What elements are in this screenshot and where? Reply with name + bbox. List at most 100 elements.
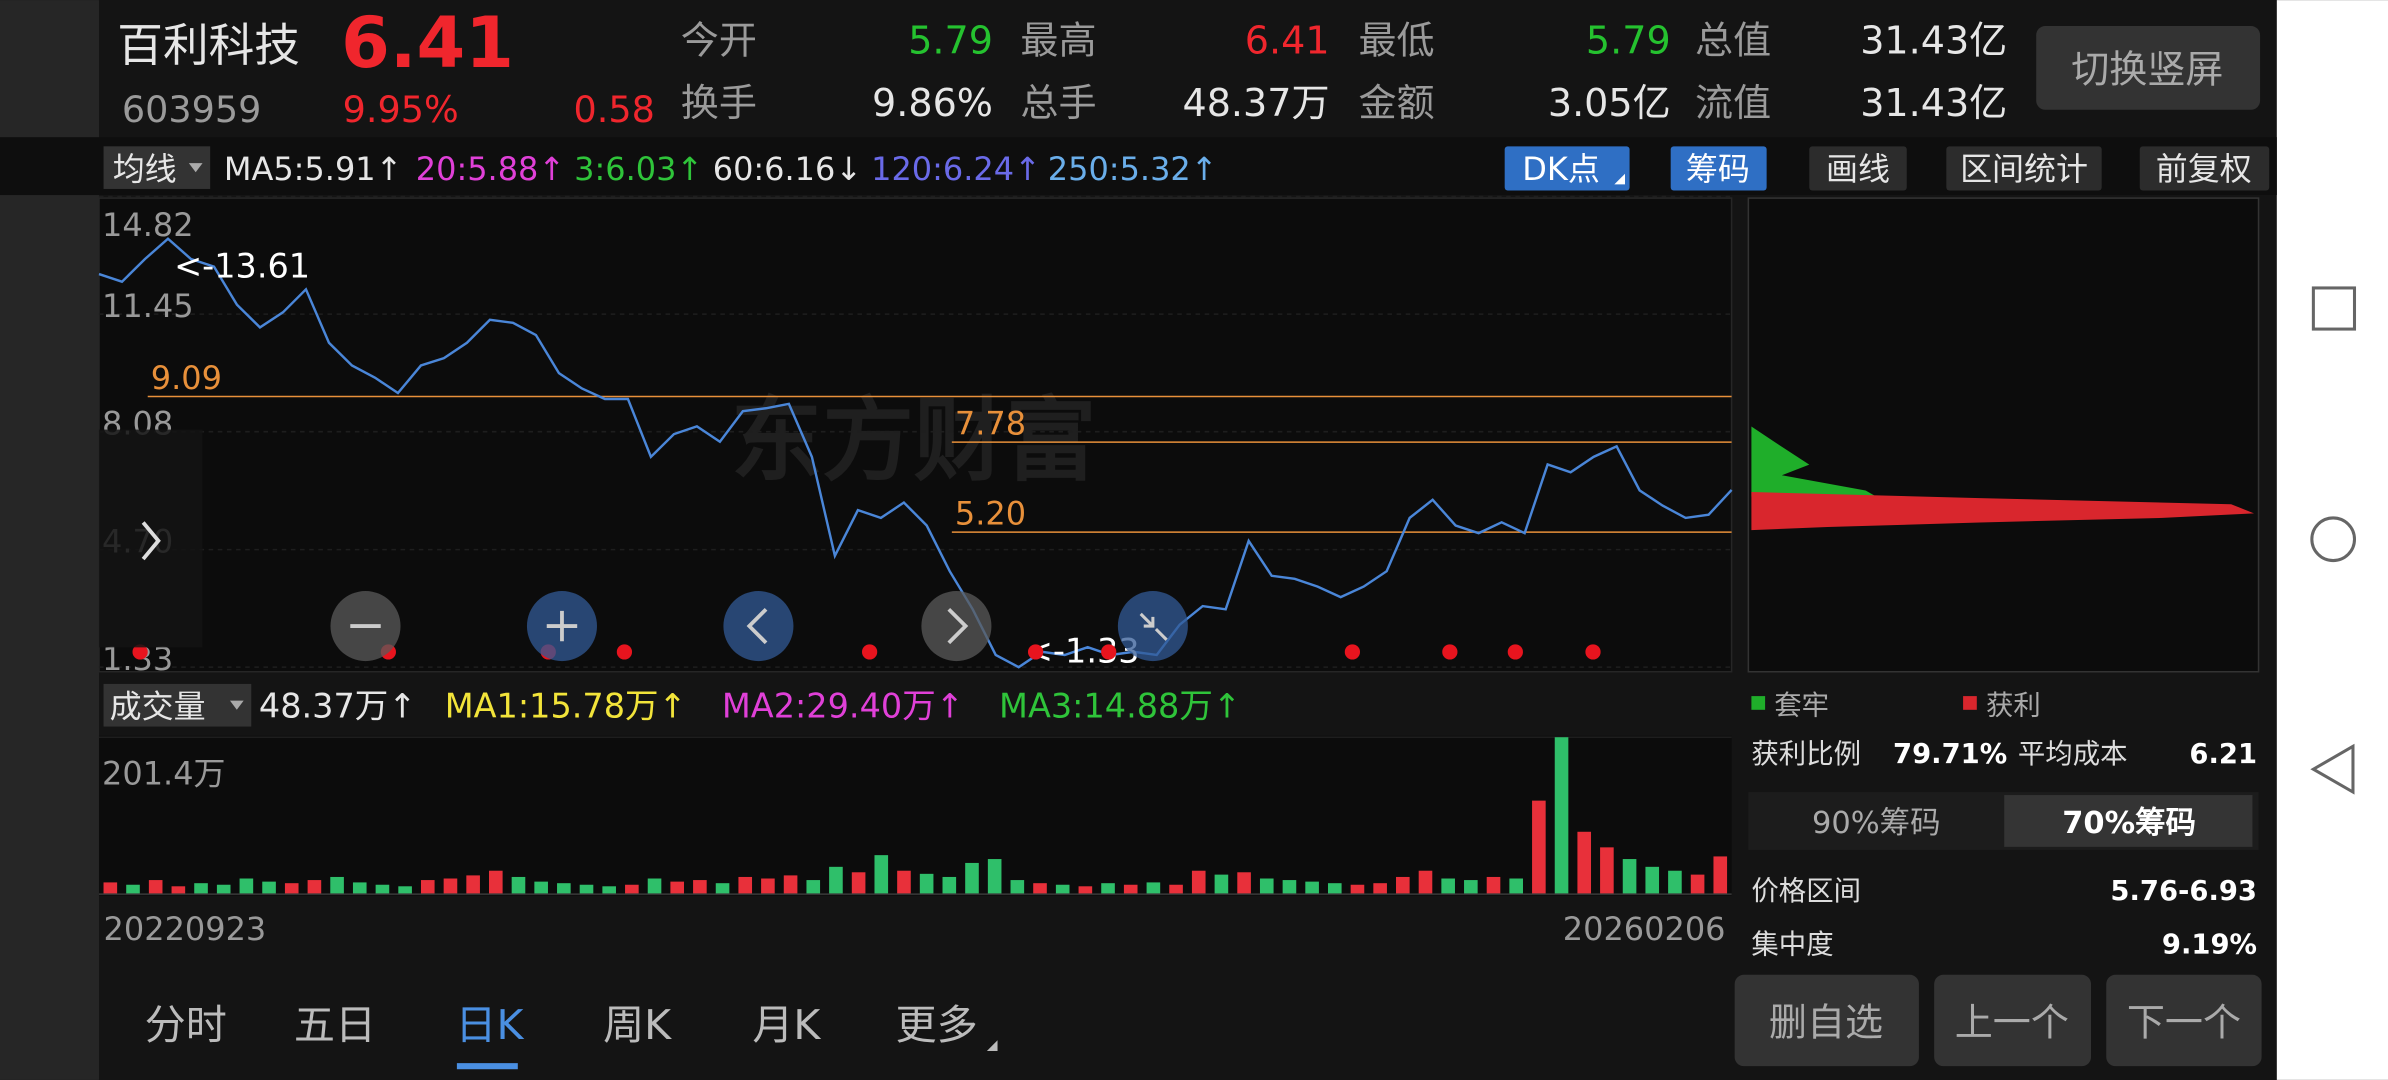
tool-button[interactable] — [1504, 146, 1630, 191]
volume-bar — [1101, 883, 1115, 895]
tool-button[interactable] — [1670, 146, 1767, 191]
side-toggle[interactable] — [98, 429, 203, 648]
period-tab[interactable]: 月K — [752, 1001, 821, 1049]
volume-bar — [126, 884, 140, 895]
volume-bar — [738, 876, 753, 895]
stat-label: 总值 — [1695, 18, 1771, 62]
rotate-button[interactable] — [2036, 26, 2261, 110]
volume-bar — [1600, 847, 1614, 895]
tool-button-label: DK点 — [1522, 150, 1600, 188]
volume-selector[interactable] — [103, 683, 252, 727]
nav-home[interactable] — [2310, 516, 2357, 563]
stat-value: 48.37万 — [1183, 81, 1330, 125]
action-button[interactable] — [1734, 974, 1919, 1067]
volume-bar — [443, 878, 458, 895]
period-tab[interactable]: 分时 — [145, 1001, 227, 1049]
volume-bar — [1668, 870, 1682, 895]
stat-value: 6.41 — [1245, 18, 1330, 62]
action-button[interactable] — [1934, 974, 2092, 1067]
volume-bar — [103, 882, 118, 895]
scroll-right[interactable] — [921, 591, 992, 662]
chip-value: 79.71% — [1893, 739, 2007, 770]
dropdown-arrow — [188, 163, 203, 173]
volume-bar — [1055, 884, 1070, 895]
level-label: 5.20 — [955, 495, 1026, 533]
chip-label: 平均成本 — [2018, 739, 2128, 770]
volume-bar — [1418, 870, 1433, 895]
stock-code: 603959 — [122, 88, 262, 131]
nav-back[interactable] — [2310, 743, 2355, 795]
tool-button[interactable] — [2139, 146, 2270, 191]
volume-bar — [1078, 886, 1093, 895]
y-tick-label: 11.45 — [102, 287, 194, 325]
ma-item: 3:6.03↑ — [574, 150, 703, 188]
volume-bar — [783, 875, 798, 895]
stat-label: 最高 — [1020, 18, 1096, 62]
stat-label: 最低 — [1358, 18, 1434, 62]
dropdown-arrow — [229, 700, 244, 710]
side-toggle-icon — [141, 521, 161, 561]
volume-bar — [1373, 883, 1387, 895]
tool-button-label: 区间统计 — [1960, 150, 2088, 188]
nav-recent[interactable] — [2311, 286, 2357, 331]
action-button[interactable] — [2106, 974, 2262, 1067]
volume-bar — [194, 883, 208, 895]
volume-bar — [965, 862, 979, 895]
volume-bar — [1645, 866, 1660, 895]
volume-bar — [1713, 856, 1728, 895]
volume-bar — [1532, 800, 1546, 895]
stat-value: 31.43亿 — [1860, 18, 2007, 62]
action-label: 删自选 — [1769, 1001, 1883, 1045]
volume-bar — [1690, 874, 1705, 895]
stat-label: 总手 — [1020, 81, 1096, 125]
volume-bar — [1305, 881, 1319, 895]
volume-bar — [375, 884, 390, 895]
volume-bar — [489, 870, 503, 895]
volume-bar — [602, 886, 616, 895]
tool-button-label: 筹码 — [1686, 150, 1750, 188]
ma-item: 250:5.32↑ — [1048, 150, 1218, 188]
collapse-icon — [1139, 612, 1168, 641]
y-tick-label: 14.82 — [102, 206, 194, 244]
legend-swatch — [1963, 696, 1977, 710]
period-tab[interactable]: 周K — [603, 1001, 672, 1049]
volume-bar — [897, 870, 911, 895]
ma-selector-label: 均线 — [113, 150, 177, 188]
volume-bar — [1464, 880, 1478, 895]
tool-button-label: 画线 — [1826, 150, 1890, 188]
chip-tab[interactable]: 70%筹码 — [2062, 806, 2196, 841]
x-axis-label: 20260206 — [1563, 910, 1726, 948]
chip-tab-active[interactable] — [2004, 795, 2253, 847]
chip-tab[interactable]: 90%筹码 — [1812, 806, 1941, 841]
corner-mark — [1614, 173, 1625, 185]
volume-bar — [1554, 737, 1569, 895]
volume-bar — [1441, 878, 1455, 895]
chip-trapped — [1751, 426, 1877, 497]
tool-button[interactable] — [1809, 146, 1907, 191]
action-label: 下一个 — [2127, 1001, 2241, 1045]
volume-bar — [1509, 878, 1523, 895]
volume-bar — [1486, 876, 1501, 895]
period-tab[interactable]: 更多 — [896, 1001, 978, 1049]
volume-bar — [557, 883, 571, 895]
volume-bar — [579, 884, 594, 895]
volume-item: MA1:15.78万↑ — [445, 686, 687, 725]
price-line — [98, 237, 1733, 669]
volume-bar — [420, 880, 435, 895]
period-tab[interactable]: 五日 — [294, 1001, 376, 1049]
volume-bar — [942, 876, 957, 895]
chip-value: 5.76-6.93 — [2110, 876, 2257, 907]
stat-value: 5.79 — [908, 18, 993, 62]
tool-button[interactable] — [1946, 146, 2102, 191]
chip-label: 获利比例 — [1751, 739, 1861, 770]
chip-profit — [1751, 492, 2254, 531]
stat-value: 9.86% — [872, 81, 993, 125]
volume-bar — [398, 886, 412, 895]
stat-label: 换手 — [681, 81, 757, 125]
period-tab-active[interactable]: 日K — [455, 1001, 524, 1049]
more-mark — [986, 1040, 998, 1051]
scroll-left[interactable] — [723, 591, 794, 662]
chip-plot — [1747, 197, 2260, 673]
